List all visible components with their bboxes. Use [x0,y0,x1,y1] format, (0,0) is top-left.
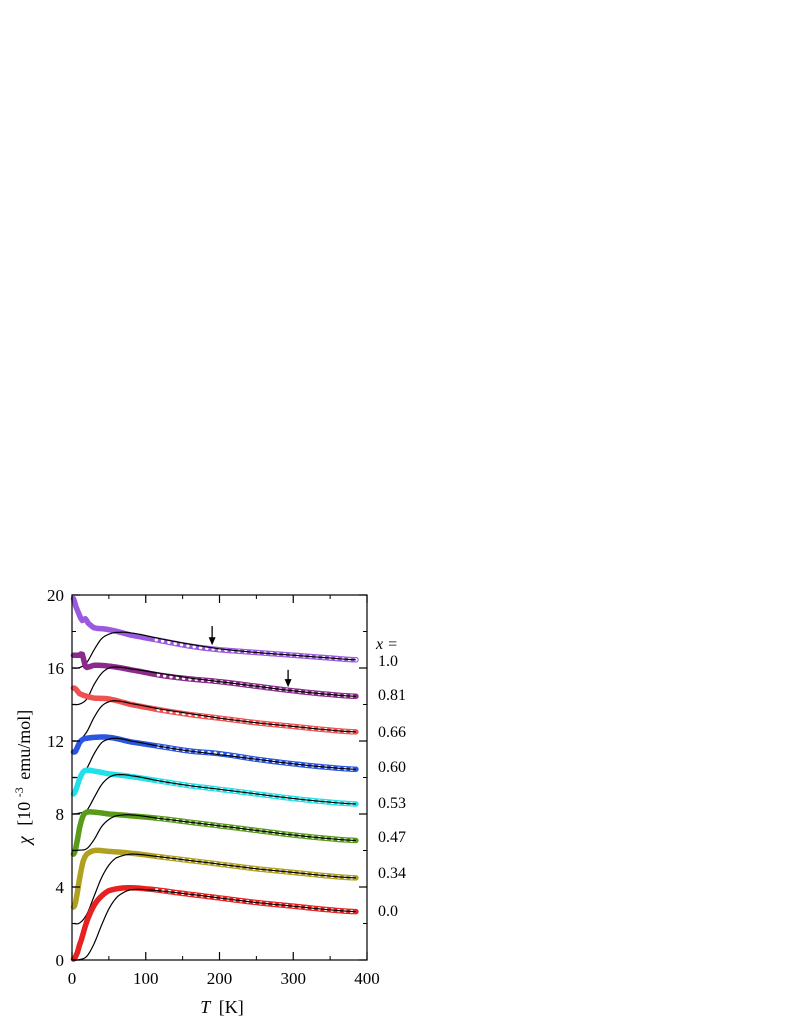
y-axis-symbol: χ [14,835,34,846]
y-axis-title: χ [10 -3 emu/mol] [12,710,34,846]
series-fit-line [73,666,356,706]
series-label-0.81: 0.81 [378,687,406,704]
series-0.53 [70,767,359,815]
y-tick-label: 8 [56,805,65,824]
axis-ticks [71,594,368,961]
x-tick-label: 0 [68,969,77,988]
series-fit-line [73,814,356,852]
series-labels: 1.0 0.81 0.66 0.60 0.53 0.47 0.34 0.0 [378,653,406,920]
x-tick-label: 100 [133,969,159,988]
series-fit-line [73,888,356,961]
y-tick-label: 4 [56,878,65,897]
y-tick-label: 16 [47,659,64,678]
y-tick-label: 0 [56,951,65,970]
annotations [208,626,292,688]
series-0.0 [70,885,359,962]
series-label-0.60: 0.60 [378,759,406,776]
series-fit-line [73,774,356,815]
arrow-marker [284,669,292,688]
series-label-0.53: 0.53 [378,795,406,812]
x-tick-label: 300 [281,969,307,988]
axis-tick-labels: 0 100 200 300 400 0 4 8 12 16 20 [47,586,380,988]
x-axis-symbol: T [200,997,212,1017]
x-axis-unit: [K] [219,997,244,1017]
series-label-1.0: 1.0 [378,653,398,670]
series-0.66 [70,685,359,742]
x-axis-title: T [K] [200,997,244,1017]
series-label-0.34: 0.34 [378,865,406,882]
series-data-line [70,809,359,857]
series-fit-line [73,737,356,779]
series-label-0.0: 0.0 [378,903,398,920]
series-fit-line [73,853,356,925]
series-data-line [70,651,359,700]
series-0.47 [70,809,359,857]
series-0.34 [70,847,359,925]
arrow-marker [208,626,216,646]
y-axis-unit-pre: [10 [14,802,34,826]
y-tick-label: 12 [47,732,64,751]
x-tick-label: 200 [207,969,233,988]
series-0.81 [70,651,359,706]
series-0.60 [70,734,359,779]
x-tick-label: 400 [354,969,380,988]
y-axis-unit-exponent: -3 [12,787,26,797]
y-axis-unit-post: emu/mol] [14,710,34,780]
series-label-0.47: 0.47 [378,829,406,846]
series-fit-line [73,700,356,742]
legend-header: x = [375,636,398,653]
legend-header-text: x = [375,636,398,653]
plot-area [70,595,359,962]
series-label-0.66: 0.66 [378,724,406,741]
y-tick-label: 20 [47,586,64,605]
series-1.0 [70,595,359,669]
series-fit-line [73,631,356,669]
